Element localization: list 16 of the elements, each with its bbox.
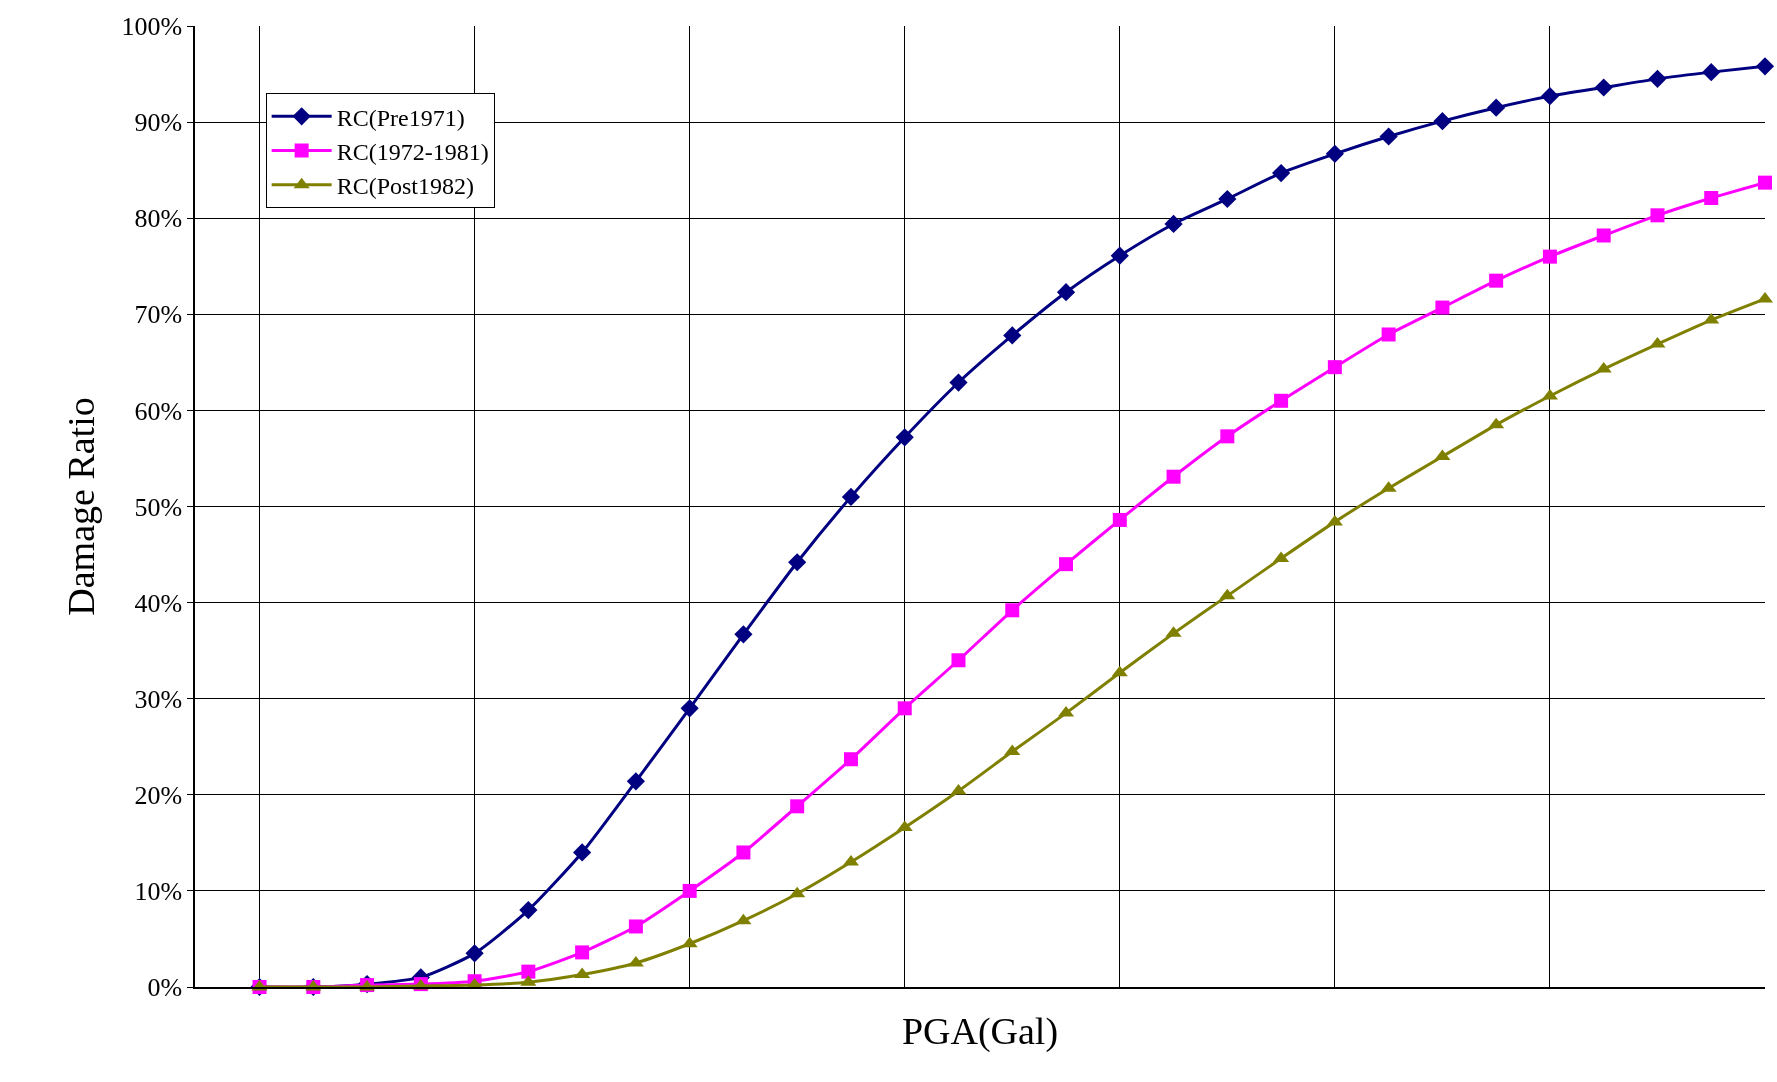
legend-label: RC(1972-1981) <box>336 138 489 165</box>
y-tick-label: 60% <box>134 396 183 426</box>
y-tick-label: 40% <box>134 588 183 618</box>
legend-label: RC(Post1982) <box>336 173 475 200</box>
y-tick-label: 70% <box>134 300 183 330</box>
x-axis-title: PGA(Gal) <box>901 1010 1059 1054</box>
y-tick-label: 20% <box>134 780 183 810</box>
y-tick-label: 100% <box>121 12 183 42</box>
y-tick-label: 30% <box>134 684 183 714</box>
y-tick-label: 0% <box>147 973 183 1003</box>
legend-label: RC(Pre1971) <box>336 104 465 131</box>
y-axis-title: Damage Ratio <box>60 397 103 616</box>
y-tick-label: 90% <box>134 108 183 138</box>
y-tick-label: 80% <box>134 204 183 234</box>
y-tick-label: 10% <box>134 877 183 906</box>
y-tick-label: 50% <box>134 492 183 522</box>
